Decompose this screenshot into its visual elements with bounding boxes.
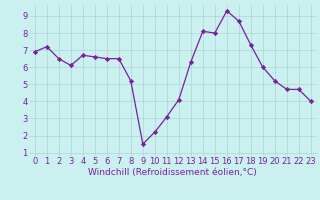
X-axis label: Windchill (Refroidissement éolien,°C): Windchill (Refroidissement éolien,°C) — [88, 168, 257, 177]
